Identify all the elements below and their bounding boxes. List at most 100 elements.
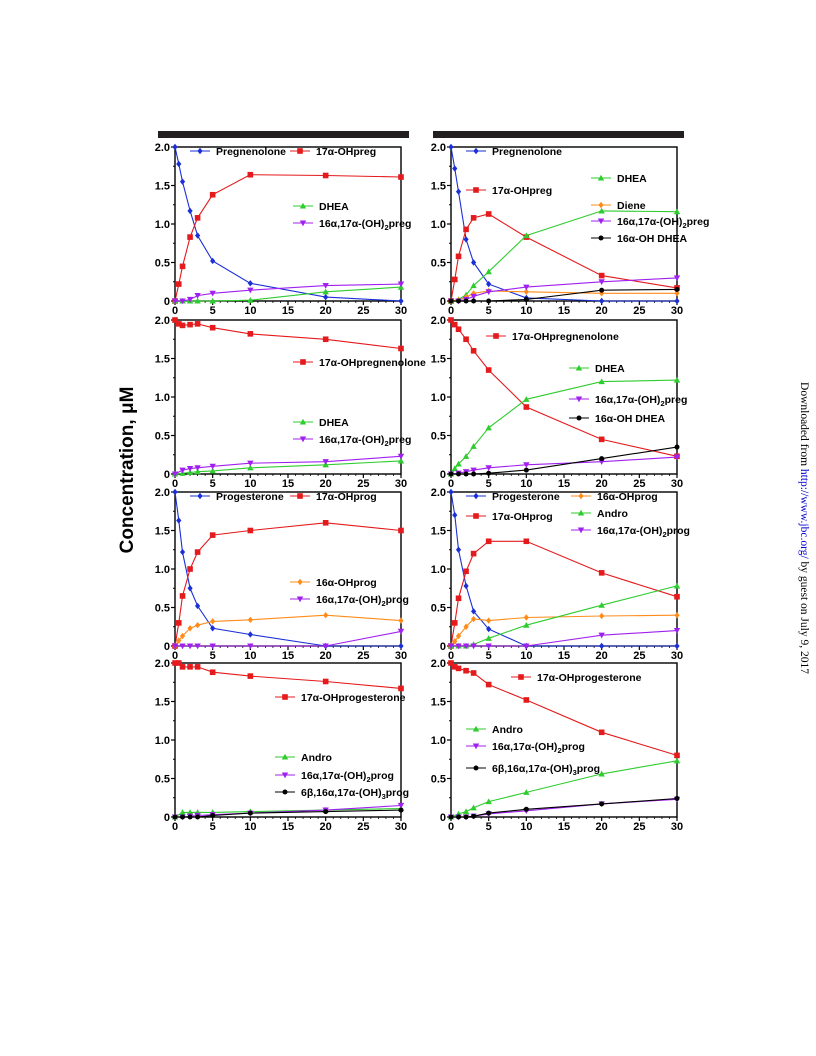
legend-entry: Andro bbox=[275, 752, 332, 764]
data-point bbox=[523, 614, 529, 621]
legend-entry: 16α,17α-(OH)2prog bbox=[466, 741, 585, 755]
x-tick-label: 5 bbox=[210, 305, 216, 317]
data-point bbox=[195, 602, 201, 610]
legend-marker bbox=[299, 436, 307, 443]
data-point bbox=[599, 287, 605, 293]
data-point bbox=[523, 806, 529, 812]
x-tick-label: 30 bbox=[671, 821, 683, 833]
data-point bbox=[322, 678, 329, 685]
y-tick-label: 1.5 bbox=[155, 181, 170, 193]
data-point bbox=[247, 287, 254, 294]
data-point bbox=[598, 378, 605, 385]
legend-entry: DHEA bbox=[591, 173, 647, 185]
x-tick-label: 25 bbox=[357, 650, 369, 662]
legend-label: 17α-OHprog bbox=[316, 491, 377, 503]
legend-label: DHEA bbox=[595, 363, 625, 375]
y-tick-label: 0 bbox=[440, 469, 446, 481]
legend-entry: Andro bbox=[571, 508, 628, 520]
data-point bbox=[194, 468, 201, 475]
data-point bbox=[194, 215, 201, 221]
x-tick-label: 30 bbox=[671, 478, 683, 490]
x-tick-label: 15 bbox=[558, 305, 570, 317]
x-tick-label: 25 bbox=[633, 478, 645, 490]
data-point bbox=[463, 667, 469, 674]
data-point bbox=[247, 171, 254, 178]
x-tick-label: 10 bbox=[520, 305, 532, 317]
plot-frame bbox=[174, 319, 402, 475]
x-tick-label: 5 bbox=[486, 305, 492, 317]
x-tick-label: 15 bbox=[558, 478, 570, 490]
side-note-link[interactable]: http://www.jbc.org/ bbox=[798, 468, 810, 559]
data-point bbox=[485, 268, 492, 275]
y-tick-label: 0 bbox=[440, 296, 446, 308]
data-point bbox=[599, 612, 605, 620]
data-point bbox=[179, 322, 186, 329]
chart-panel-c2: 0 0.5 1.0 1.5 2.0 0 5 10 15 20 25 30 Progesterone 17α… bbox=[431, 487, 690, 662]
y-axis-label: Concentration, μM bbox=[117, 387, 138, 554]
series-0 bbox=[448, 143, 680, 305]
legend-label: 16α,17α-(OH)2prog bbox=[316, 594, 409, 608]
data-point bbox=[210, 625, 216, 632]
data-point bbox=[194, 664, 201, 670]
legend-label: 17α-OHpregnenolone bbox=[319, 357, 426, 369]
y-tick-label: 0.5 bbox=[431, 603, 446, 615]
legend-marker bbox=[473, 765, 479, 771]
legend-label: 6β,16α,17α-(OH)3prog bbox=[301, 787, 409, 801]
legend-entry: 16α-OH DHEA bbox=[591, 233, 687, 245]
y-tick-label: 1.5 bbox=[431, 526, 446, 538]
data-point bbox=[674, 752, 680, 759]
legend-label: Andro bbox=[301, 752, 332, 764]
x-tick-label: 0 bbox=[448, 478, 454, 490]
x-tick-label: 30 bbox=[395, 478, 407, 490]
y-tick-label: 2.0 bbox=[155, 487, 170, 499]
legend-marker bbox=[598, 235, 604, 241]
data-point bbox=[186, 469, 194, 476]
legend-label: 16α,17α-(OH)2preg bbox=[617, 216, 709, 230]
data-point bbox=[598, 272, 605, 279]
y-tick-label: 0 bbox=[164, 296, 170, 308]
x-tick-label: 30 bbox=[671, 305, 683, 317]
data-point bbox=[523, 462, 530, 468]
legend-label: Diene bbox=[617, 200, 646, 212]
series-3 bbox=[448, 796, 680, 820]
data-point bbox=[485, 681, 492, 688]
data-point bbox=[470, 670, 477, 676]
legend-marker bbox=[597, 218, 605, 225]
legend-marker bbox=[296, 596, 304, 603]
data-point bbox=[323, 809, 329, 815]
chart-panel-d2: 0 0.5 1.0 1.5 2.0 0 5 10 15 20 25 30 17α-OHprogester… bbox=[431, 658, 683, 833]
data-point bbox=[456, 298, 462, 304]
x-tick-label: 30 bbox=[395, 821, 407, 833]
data-point bbox=[247, 643, 254, 650]
x-tick-label: 0 bbox=[448, 305, 454, 317]
data-point bbox=[323, 612, 329, 619]
data-point bbox=[210, 812, 216, 818]
y-tick-label: 1.0 bbox=[431, 219, 446, 231]
data-point bbox=[179, 809, 186, 815]
legend-entry: 17α-OHpregnenolone bbox=[293, 357, 426, 369]
data-point bbox=[455, 546, 462, 553]
data-point bbox=[470, 293, 477, 300]
data-point bbox=[470, 643, 477, 650]
legend-entry: 17α-OHprogesterone bbox=[511, 672, 642, 684]
data-point bbox=[523, 232, 530, 239]
data-point bbox=[448, 814, 454, 820]
legend-label: 16α-OHprog bbox=[597, 491, 658, 503]
data-point bbox=[451, 321, 458, 328]
x-tick-label: 15 bbox=[282, 478, 294, 490]
data-point bbox=[451, 276, 458, 283]
data-point bbox=[598, 632, 605, 639]
chart-panel-a1: 0 0.5 1.0 1.5 2.0 0 5 10 15 20 25 30 Pregnenolone 17α… bbox=[155, 142, 412, 317]
series-2 bbox=[448, 612, 680, 650]
data-point bbox=[463, 814, 469, 820]
data-point bbox=[451, 664, 458, 670]
data-point bbox=[398, 807, 404, 813]
x-tick-label: 0 bbox=[172, 650, 178, 662]
data-point bbox=[172, 660, 178, 666]
series-0 bbox=[172, 488, 404, 650]
data-point bbox=[187, 234, 193, 240]
x-tick-label: 25 bbox=[633, 650, 645, 662]
data-point bbox=[486, 470, 492, 476]
legend-marker bbox=[197, 147, 203, 155]
data-point bbox=[462, 643, 470, 650]
